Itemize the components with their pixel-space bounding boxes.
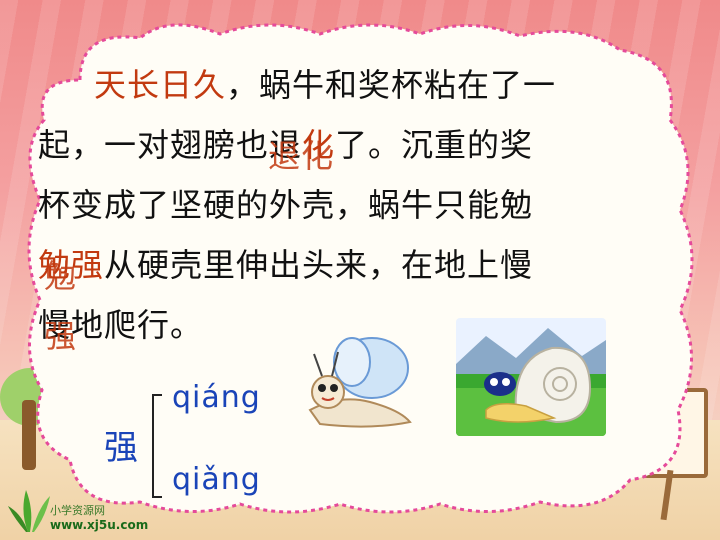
site-logo-icon: [8, 490, 50, 532]
logo-url[interactable]: www.xj5u.com: [50, 518, 149, 532]
lesson-text: 天长日久，蜗牛和奖杯粘在了一 起，一对翅膀也退化 退化 了。沉重的奖 杯变成了坚硬的…: [38, 55, 648, 355]
lesson-line-5: 慢地爬行。: [38, 295, 648, 355]
word-tuihua: 化退化: [268, 126, 336, 175]
trophy-snail-scene: [456, 318, 606, 436]
pinyin-reading-1: qiáng: [172, 380, 261, 415]
word-mianqiang-overlay: 勉强: [44, 257, 78, 355]
pinyin-reading-2: qiǎng: [172, 462, 261, 497]
lesson-line-4: 勉强 勉强 从硬壳里伸出头来，在地上慢: [38, 235, 648, 355]
word-tuihua-overlay: 退化: [268, 137, 335, 175]
word-tuihua-hua: 化: [302, 126, 336, 164]
tree-trunk: [22, 400, 36, 470]
line-5-text: 慢地爬行。: [38, 306, 204, 344]
winged-snail-illustration: [308, 337, 412, 428]
lesson-line-1: 天长日久，蜗牛和奖杯粘在了一: [38, 55, 648, 115]
word-mianqiang-base: 勉强: [38, 246, 105, 284]
lesson-line-2: 起，一对翅膀也退化 退化 了。沉重的奖: [38, 115, 648, 175]
line-1-rest: ，蜗牛和奖杯粘在了一: [226, 66, 557, 104]
line-2-start: 起，一对翅膀也退: [38, 126, 303, 164]
character-qiang: 强: [104, 428, 138, 468]
word-mianqiang: 勉强 勉强: [38, 246, 105, 355]
phrase-tianchangrijiu: 天长日久: [94, 66, 227, 104]
logo-name: 小学资源网: [50, 504, 105, 517]
pronunciation-brace: [152, 394, 162, 498]
line-2-rest: 了。沉重的奖: [335, 126, 534, 164]
line-3-text: 杯变成了坚硬的外壳，蜗牛只能勉: [38, 186, 534, 224]
line-4-rest: 从硬壳里伸出头来，在地上慢: [104, 246, 534, 284]
lesson-line-3: 杯变成了坚硬的外壳，蜗牛只能勉: [38, 175, 648, 235]
